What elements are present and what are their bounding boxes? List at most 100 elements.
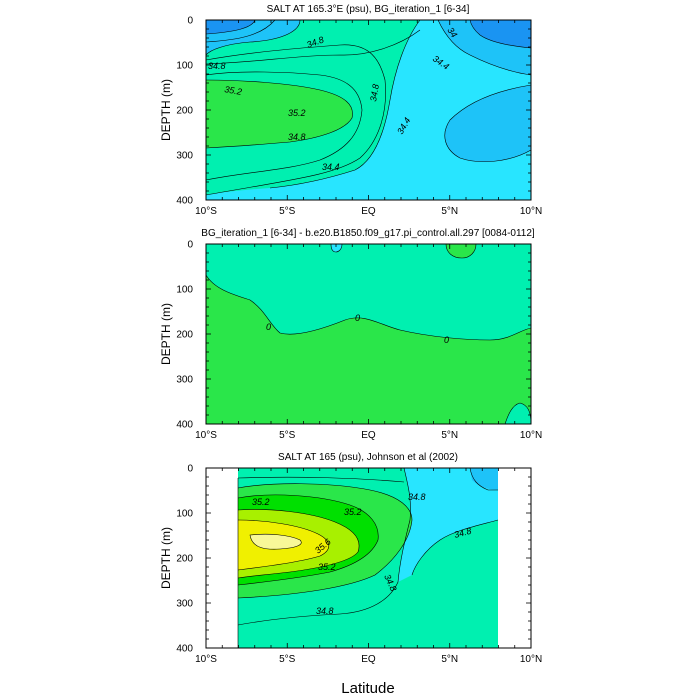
panel-1-ylabel: DEPTH (m) — [159, 79, 173, 141]
panel-1-title: SALT AT 165.3°E (psu), BG_iteration_1 [6… — [267, 4, 470, 15]
contour-label: 34 — [445, 25, 459, 39]
x-tick-label: 10°N — [520, 654, 542, 665]
y-tick-label: 300 — [176, 151, 193, 162]
panel-2-contour — [445, 243, 477, 259]
panel-1-fill-34-0-c — [444, 85, 531, 162]
panel-3-contour — [411, 519, 499, 576]
panel-1: SALT AT 165.3°E (psu), BG_iteration_1 [6… — [159, 4, 542, 217]
contour-label: 34.8 — [208, 61, 226, 71]
panel-2-fill-low — [331, 244, 342, 252]
y-tick-label: 400 — [176, 420, 193, 431]
panel-3-contour — [237, 494, 379, 586]
y-tick-label: 100 — [176, 61, 193, 72]
panel-2: BG_iteration_1 [6-34] - b.e20.B1850.f09_… — [159, 228, 542, 441]
y-tick-label: 300 — [176, 375, 193, 386]
panel-3-contours — [237, 467, 499, 648]
panel-2-contour — [330, 243, 343, 253]
x-tick-label: 5°N — [441, 654, 458, 665]
panel-3-contour — [237, 483, 413, 599]
panel-1-contour — [205, 19, 256, 35]
y-tick-label: 200 — [176, 106, 193, 117]
panel-1-contour — [205, 19, 301, 56]
panel-3-contour — [237, 509, 360, 579]
panel-2-contour — [205, 274, 532, 341]
panel-3-fill-34-4 — [398, 468, 498, 582]
panel-2-axes: 10°S 5°S EQ 5°N 10°N 0 100 200 300 400 — [176, 240, 542, 442]
contour-label: 34.8 — [316, 606, 334, 616]
panel-3-axes: 10°S 5°S EQ 5°N 10°N 0 100 200 300 400 — [176, 464, 542, 666]
panel-1-contour — [205, 71, 363, 181]
panel-3-contour — [469, 467, 498, 491]
panel-1-contour — [205, 79, 353, 149]
contour-label: 34.8 — [288, 132, 306, 142]
panel-1-contour — [269, 19, 421, 189]
panel-2-title: BG_iteration_1 [6-34] - b.e20.B1850.f09_… — [201, 228, 535, 239]
contour-label: 35.2 — [344, 507, 362, 517]
y-tick-label: 200 — [176, 554, 193, 565]
contour-label: 35.2 — [224, 84, 243, 97]
panel-2-fill — [206, 244, 531, 424]
y-tick-label: 0 — [187, 240, 193, 251]
panel-3: SALT AT 165 (psu), Johnson et al (2002) … — [159, 452, 542, 665]
panel-3-contour — [237, 519, 330, 571]
panel-2-fill-pos — [206, 275, 531, 424]
panel-3-title: SALT AT 165 (psu), Johnson et al (2002) — [278, 452, 458, 463]
x-tick-label: 10°N — [520, 206, 542, 217]
panel-1-fill — [206, 20, 531, 200]
contour-label: 34.8 — [368, 83, 381, 102]
x-tick-label: 5°S — [279, 654, 296, 665]
x-tick-label: 5°N — [441, 430, 458, 441]
panel-2-fill-pos-small — [446, 244, 476, 258]
panel-1-fill-33-8-b — [470, 20, 531, 48]
y-tick-label: 200 — [176, 330, 193, 341]
contour-label: 35.2 — [252, 497, 270, 507]
y-tick-label: 300 — [176, 599, 193, 610]
x-tick-label: EQ — [361, 430, 376, 441]
x-tick-label: 5°N — [441, 206, 458, 217]
x-tick-label: EQ — [361, 206, 376, 217]
x-tick-label: 10°S — [195, 206, 217, 217]
x-tick-label: EQ — [361, 654, 376, 665]
panel-1-contour — [437, 19, 532, 76]
panel-2-contour-labels: 0 0 0 — [266, 313, 449, 345]
y-tick-label: 100 — [176, 285, 193, 296]
y-tick-label: 0 — [187, 464, 193, 475]
y-tick-label: 0 — [187, 16, 193, 27]
panel-2-fill-neg-small — [505, 403, 531, 424]
panel-3-ylabel: DEPTH (m) — [159, 527, 173, 589]
contour-label: 34.8 — [453, 526, 473, 540]
panel-2-ylabel: DEPTH (m) — [159, 303, 173, 365]
panel-1-fill-33-8-a — [206, 20, 255, 34]
panel-1-contour — [444, 84, 532, 163]
contour-label: 34.4 — [322, 162, 340, 172]
panel-1-contour — [205, 44, 386, 196]
x-tick-label: 10°N — [520, 430, 542, 441]
panel-3-fill-34-0 — [470, 468, 498, 490]
x-axis-title: Latitude — [341, 680, 394, 697]
y-tick-label: 100 — [176, 509, 193, 520]
panel-1-axes: 10°S 5°S EQ 5°N 10°N 0 100 200 300 400 — [176, 16, 542, 218]
x-tick-label: 10°S — [195, 654, 217, 665]
panel-1-fill-35-2 — [206, 80, 353, 148]
panel-3-fill — [238, 468, 498, 648]
panel-3-fill-35-8 — [250, 534, 302, 550]
x-tick-label: 5°S — [279, 206, 296, 217]
panel-3-contour — [237, 476, 405, 483]
y-tick-label: 400 — [176, 196, 193, 207]
panel-3-contour — [249, 533, 302, 550]
contour-label: 34.8 — [408, 492, 426, 502]
contour-label: 35.2 — [288, 108, 306, 118]
panel-1-contour — [469, 19, 532, 49]
panel-1-contour — [205, 19, 276, 43]
y-tick-label: 400 — [176, 644, 193, 655]
contour-label: 0 — [355, 313, 360, 323]
x-tick-label: 10°S — [195, 430, 217, 441]
contour-label: 35.2 — [318, 562, 336, 572]
panel-1-contours — [205, 19, 532, 196]
contour-label: 0 — [444, 335, 449, 345]
panel-3-contour — [237, 467, 411, 626]
contour-label: 0 — [266, 322, 271, 332]
x-tick-label: 5°S — [279, 430, 296, 441]
panel-1-contour — [205, 29, 421, 65]
